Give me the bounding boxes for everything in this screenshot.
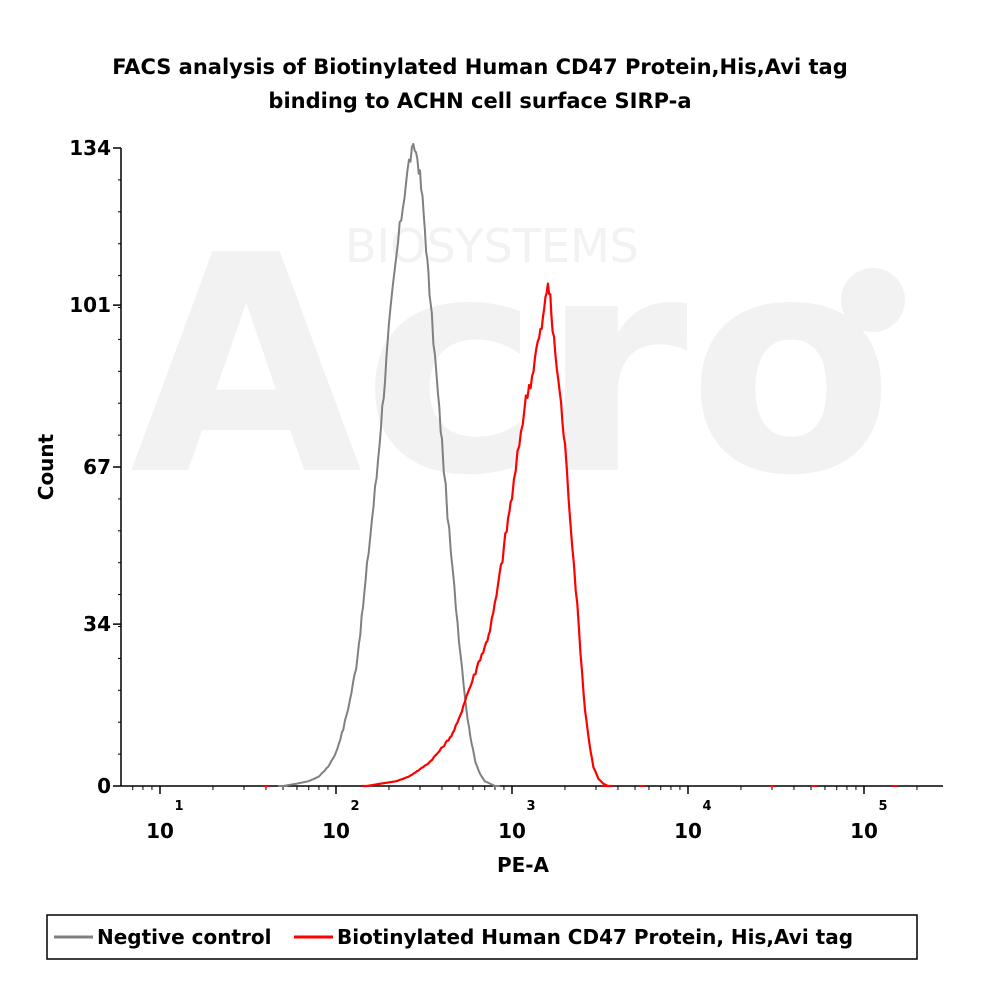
legend-box <box>46 914 918 960</box>
x-tick-label: 10 <box>674 819 702 843</box>
series-line-negative-control <box>278 142 500 787</box>
series-line-biotinylated-cd47 <box>362 282 613 788</box>
y-tick-label: 67 <box>83 455 111 479</box>
x-tick-label: 10 <box>146 819 174 843</box>
chart-title-line-1: FACS analysis of Biotinylated Human CD47… <box>112 55 847 79</box>
chart-title-line-2: binding to ACHN cell surface SIRP-a <box>268 89 691 113</box>
x-tick-exponent: 4 <box>702 799 711 814</box>
x-tick-exponent: 2 <box>350 799 359 814</box>
x-tick-label: 10 <box>498 819 526 843</box>
y-axis-label: Count <box>34 433 58 500</box>
legend-label-biotinylated-cd47: Biotinylated Human CD47 Protein, His,Avi… <box>337 925 853 949</box>
x-axis-label: PE-A <box>497 853 550 877</box>
x-tick-label: 10 <box>322 819 350 843</box>
y-tick-label: 134 <box>69 136 111 160</box>
x-tick-exponent: 3 <box>526 799 535 814</box>
x-tick-exponent: 5 <box>878 799 887 814</box>
y-axis-ticks: 0 34 67 101 134 <box>69 136 121 798</box>
legend: Negtive control Biotinylated Human CD47 … <box>46 914 918 960</box>
y-tick-label: 34 <box>83 612 111 636</box>
y-tick-label: 0 <box>97 774 111 798</box>
svg-text:Acro: Acro <box>130 192 894 541</box>
svg-text:BIOSYSTEMS: BIOSYSTEMS <box>345 219 639 273</box>
legend-label-negative-control: Negtive control <box>97 925 271 949</box>
x-tick-exponent: 1 <box>174 799 183 814</box>
y-tick-label: 101 <box>69 293 111 317</box>
watermark-logo: BIOSYSTEMS Acro <box>130 192 905 541</box>
x-tick-label: 10 <box>850 819 878 843</box>
histogram-series <box>262 142 898 788</box>
